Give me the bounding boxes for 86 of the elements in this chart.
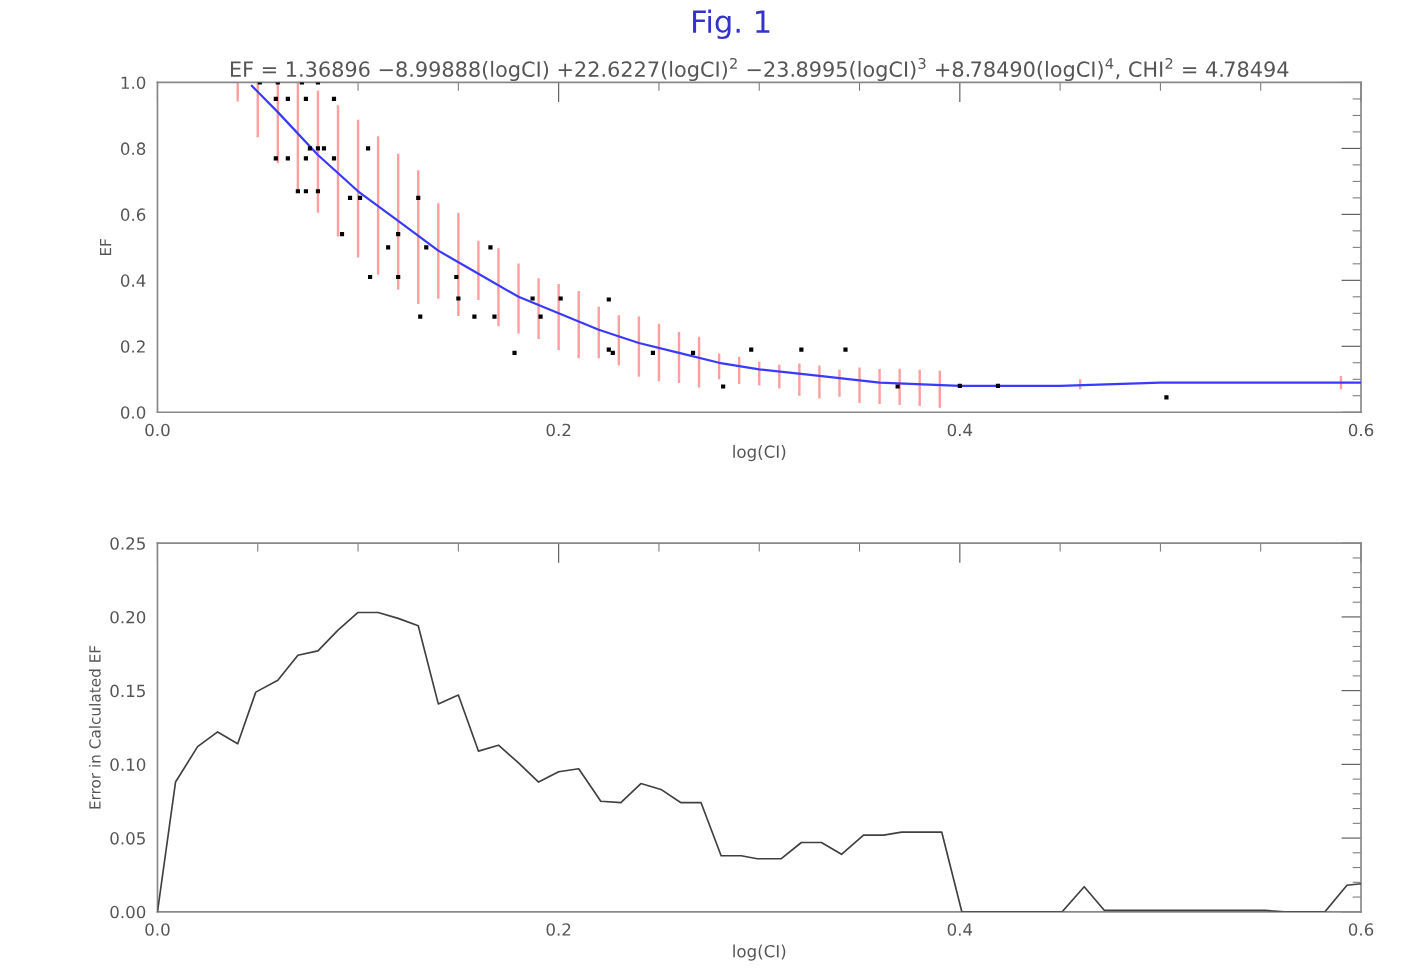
y-tick-label: 0.4 [120, 274, 146, 287]
point [799, 347, 804, 352]
x-tick-label: 0.4 [947, 923, 973, 936]
point [396, 232, 401, 237]
point [285, 96, 290, 102]
text: EF = 1.36896 −8.99888(logCI) +22.6227(logCI)$^{2}$ −23.8995(logCI)$^{3}$ +8.78490(logCI)$^{4}$, CHI$^{2}$ = 4.78494 [230, 57, 1289, 82]
bar [818, 365, 821, 399]
y-tick-label: 0.25 [110, 537, 145, 550]
point [690, 350, 696, 355]
point [347, 195, 353, 200]
point [1164, 395, 1169, 400]
x-tick-label: 0.6 [1348, 423, 1374, 437]
point [721, 384, 726, 389]
point [307, 146, 312, 151]
point [995, 383, 1001, 388]
bar [798, 363, 801, 396]
x-tick-label: 0.6 [1348, 923, 1374, 936]
bar [838, 369, 841, 397]
point [366, 146, 371, 151]
y-tick-label: 0.2 [120, 340, 145, 353]
x-axis-title: log(CI) [733, 944, 786, 961]
x-axis-title: log(CI) [733, 445, 786, 462]
bar [497, 248, 500, 327]
x-tick-label: 0.2 [546, 923, 571, 936]
bar [437, 203, 440, 299]
point [357, 195, 363, 200]
y-axis-title: Error in Calculated EF [88, 645, 101, 809]
bar [858, 367, 861, 404]
point [416, 195, 421, 200]
x-tick-label: 0.2 [546, 423, 571, 437]
bar [477, 240, 480, 301]
point [492, 314, 497, 319]
point [295, 189, 300, 194]
y-tick-label: 1.0 [121, 76, 146, 90]
point [512, 350, 517, 355]
point [558, 296, 563, 301]
chart-title: Fig. 1 [693, 9, 770, 40]
bar [557, 283, 560, 350]
y-tick-label: 0.6 [120, 208, 146, 221]
point [538, 314, 543, 319]
point [610, 350, 615, 355]
point [386, 245, 391, 250]
point [331, 96, 337, 102]
point [650, 350, 656, 355]
point [472, 314, 477, 319]
y-tick-label: 0.8 [120, 142, 146, 155]
x-tick-label: 0.4 [947, 423, 973, 437]
point [331, 156, 337, 161]
point [606, 347, 611, 352]
point [303, 189, 308, 194]
point [315, 146, 321, 151]
bar [517, 263, 520, 334]
y-tick-label: 0.10 [110, 758, 146, 771]
point [339, 232, 345, 237]
point [454, 274, 459, 280]
point [488, 245, 493, 250]
y-tick-label: 0.00 [110, 905, 146, 919]
y-tick-label: 0.15 [110, 684, 145, 698]
point [530, 296, 535, 301]
bar [457, 213, 460, 316]
point [368, 274, 373, 280]
point [273, 96, 278, 102]
line-series [250, 84, 1362, 387]
point [285, 156, 290, 161]
point [456, 296, 461, 301]
point [843, 347, 848, 352]
y-tick-label: 0.0 [120, 406, 146, 419]
point [749, 347, 754, 352]
point [957, 383, 962, 388]
point [895, 384, 900, 389]
y-tick-label: 0.05 [110, 832, 145, 845]
point [303, 96, 308, 102]
y-tick-label: 0.20 [110, 610, 146, 624]
point [396, 274, 401, 280]
point [418, 314, 423, 319]
bar [878, 369, 881, 404]
point [424, 245, 429, 250]
point [606, 297, 611, 302]
point [303, 156, 308, 161]
point [321, 146, 327, 151]
y-axis-title: EF [99, 239, 112, 256]
x-tick-label: 0.0 [145, 423, 170, 437]
point [273, 156, 278, 161]
point [315, 189, 321, 194]
x-tick-label: 0.0 [145, 923, 170, 936]
bar [537, 278, 540, 340]
